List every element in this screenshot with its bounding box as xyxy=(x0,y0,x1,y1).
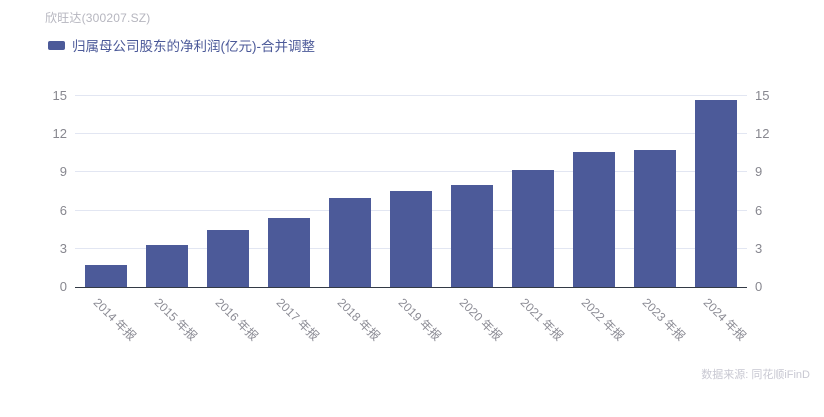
x-tick-label: 2015 年报 xyxy=(151,295,200,344)
y-tick-label: 12 xyxy=(52,126,67,142)
x-tick-label: 2019 年报 xyxy=(395,295,444,344)
gridline xyxy=(75,171,747,173)
y-axis-right: 0 3 6 9 12 15 xyxy=(755,88,815,294)
bar[interactable] xyxy=(451,184,494,287)
gridline xyxy=(75,133,747,135)
bar[interactable] xyxy=(512,170,555,287)
y-tick-label: 3 xyxy=(59,240,67,256)
bar[interactable] xyxy=(695,100,738,287)
bar[interactable] xyxy=(84,264,127,287)
y-tick-label: 6 xyxy=(755,202,763,218)
chart-title: 欣旺达(300207.SZ) xyxy=(45,11,151,25)
x-tick-label: 2023 年报 xyxy=(640,295,689,344)
plot-area: 2014 年报 2015 年报 2016 年报 2017 年报 2018 年报 2019 … xyxy=(75,95,749,344)
bar[interactable] xyxy=(145,245,188,287)
bar[interactable] xyxy=(328,197,371,287)
bar[interactable] xyxy=(390,191,432,287)
y-tick-label: 9 xyxy=(59,164,67,180)
data-source-note: 数据来源: 同花顺iFinD xyxy=(701,369,810,381)
x-tick-label: 2022 年报 xyxy=(578,295,628,344)
x-tick-label: 2021 年报 xyxy=(517,295,566,344)
x-tick-label: 2018 年报 xyxy=(334,295,383,344)
y-axis-left: 0 3 6 9 12 15 xyxy=(0,88,67,294)
legend-item[interactable]: 归属母公司股东的净利润(亿元)-合并调整 xyxy=(48,35,315,55)
bar[interactable] xyxy=(573,151,616,287)
x-tick-label: 2017 年报 xyxy=(273,295,322,344)
y-tick-label: 12 xyxy=(755,126,770,142)
y-tick-label: 9 xyxy=(755,164,763,180)
y-tick-label: 0 xyxy=(755,279,763,294)
x-tick-label: 2014 年报 xyxy=(90,295,139,344)
x-tick-label: 2020 年报 xyxy=(456,295,505,344)
y-tick-label: 15 xyxy=(755,88,770,103)
x-tick-label: 2024 年报 xyxy=(701,295,750,344)
y-tick-label: 0 xyxy=(59,279,67,294)
y-tick-label: 15 xyxy=(52,88,67,103)
x-tick-label: 2016 年报 xyxy=(212,295,261,344)
bar[interactable] xyxy=(634,150,677,287)
legend-label: 归属母公司股东的净利润(亿元)-合并调整 xyxy=(72,39,315,54)
legend-swatch-icon xyxy=(48,40,65,50)
y-tick-label: 6 xyxy=(59,202,67,218)
y-tick-label: 3 xyxy=(755,240,763,256)
gridline xyxy=(75,95,747,96)
bar[interactable] xyxy=(267,217,310,287)
bar[interactable] xyxy=(206,229,249,287)
